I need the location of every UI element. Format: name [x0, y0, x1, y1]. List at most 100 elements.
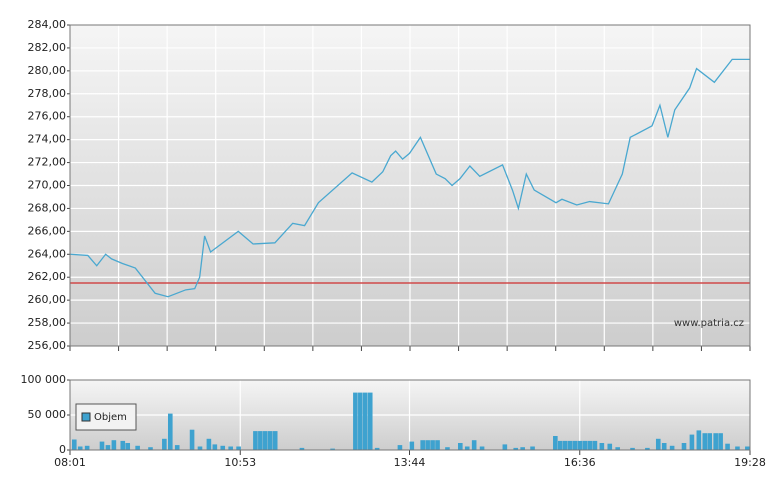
- volume-bar: [557, 440, 563, 450]
- volume-bar: [206, 438, 212, 450]
- volume-bar: [689, 434, 695, 450]
- volume-bar: [197, 446, 203, 450]
- volume-bar: [435, 440, 440, 450]
- volume-bar: [696, 430, 702, 450]
- price-frame: [69, 24, 751, 347]
- y-tick-label: 282,00: [28, 41, 67, 54]
- volume-bar: [253, 431, 258, 450]
- y-tick-label: 258,00: [28, 316, 67, 329]
- volume-bar: [630, 447, 635, 450]
- volume-bar: [607, 443, 613, 450]
- volume-bar: [572, 440, 578, 450]
- volume-bar: [212, 444, 218, 450]
- volume-bar: [725, 443, 730, 450]
- volume-bar: [99, 441, 105, 450]
- x-tick-label: 08:01: [54, 456, 86, 469]
- volume-bar: [258, 431, 263, 450]
- volume-bar: [353, 392, 358, 450]
- volume-bar: [681, 443, 687, 450]
- volume-bar: [299, 447, 305, 450]
- volume-bar: [718, 433, 723, 450]
- volume-bar: [707, 433, 713, 450]
- volume-bar: [362, 392, 368, 450]
- volume-bar: [189, 429, 195, 450]
- volume-bar: [562, 440, 568, 450]
- volume-bar: [645, 447, 650, 450]
- plot-layer: 256,00 258,00 260,00 262,00 264,00 266,00 268,…: [21, 18, 766, 469]
- volume-bar: [599, 443, 605, 450]
- volume-bar: [530, 446, 535, 450]
- volume-bar: [669, 445, 675, 450]
- volume-bar: [84, 445, 90, 450]
- legend-swatch: [81, 412, 91, 422]
- volume-bar: [120, 440, 126, 450]
- volume-bar: [162, 438, 167, 450]
- volume-bar: [520, 447, 525, 450]
- volume-bar: [236, 446, 241, 450]
- volume-bar: [111, 440, 117, 450]
- volume-bar: [174, 445, 180, 450]
- volume-bar: [735, 446, 740, 450]
- volume-bar: [272, 431, 278, 450]
- y-tick-label: 272,00: [28, 156, 67, 169]
- volume-bar: [220, 445, 226, 450]
- volume-bar: [661, 443, 667, 450]
- volume-bar: [105, 445, 111, 450]
- volume-bar: [125, 443, 131, 450]
- volume-frame: [69, 379, 751, 451]
- x-tick-label: 19:28: [734, 456, 766, 469]
- volume-bar: [479, 446, 485, 450]
- volume-bar: [267, 431, 273, 450]
- volume-bar: [430, 440, 435, 450]
- volume-bar: [582, 440, 588, 450]
- volume-bar: [471, 440, 477, 450]
- y-tick-label: 0: [59, 443, 66, 456]
- y-tick-label: 50 000: [28, 408, 67, 421]
- y-tick-label: 264,00: [28, 247, 67, 260]
- volume-bar: [615, 447, 620, 450]
- volume-bar: [445, 447, 450, 450]
- volume-bar: [553, 436, 558, 450]
- watermark: www.patria.cz: [674, 318, 744, 329]
- volume-bar: [567, 440, 573, 450]
- volume-bar: [263, 431, 268, 450]
- volume-bar: [358, 392, 363, 450]
- volume-bar: [330, 448, 335, 450]
- x-tick-label: 10:53: [224, 456, 256, 469]
- volume-bar: [228, 446, 233, 450]
- y-tick-label: 260,00: [28, 293, 67, 306]
- y-tick-label: 256,00: [28, 339, 67, 352]
- volume-bar: [745, 446, 750, 450]
- volume-bar: [420, 440, 425, 450]
- volume-bar: [577, 440, 583, 450]
- volume-bar: [587, 440, 593, 450]
- volume-bar: [713, 433, 718, 450]
- x-tick-label: 16:36: [564, 456, 596, 469]
- volume-bar: [502, 444, 508, 450]
- volume-bar: [397, 445, 403, 450]
- volume-bar: [655, 438, 661, 450]
- y-tick-label: 284,00: [28, 18, 67, 31]
- volume-bar: [425, 440, 430, 450]
- y-tick-label: 270,00: [28, 179, 67, 192]
- volume-bar: [592, 440, 598, 450]
- legend-label: Objem: [94, 412, 127, 423]
- volume-bar: [135, 445, 140, 450]
- y-tick-label: 268,00: [28, 201, 67, 214]
- volume-bar: [71, 439, 77, 450]
- y-tick-label: 262,00: [28, 270, 67, 283]
- y-tick-label: 266,00: [28, 224, 67, 237]
- volume-bar: [409, 441, 415, 450]
- volume-bar: [458, 443, 463, 450]
- volume-bar: [464, 446, 470, 450]
- price-line: [69, 58, 750, 298]
- volume-bar: [367, 392, 373, 450]
- x-tick-label: 13:44: [394, 456, 426, 469]
- volume-bar: [148, 447, 153, 450]
- y-tick-label: 274,00: [28, 133, 67, 146]
- y-tick-label: 280,00: [28, 64, 67, 77]
- y-tick-label: 276,00: [28, 110, 67, 123]
- volume-bar: [77, 446, 83, 450]
- y-tick-label: 278,00: [28, 87, 67, 100]
